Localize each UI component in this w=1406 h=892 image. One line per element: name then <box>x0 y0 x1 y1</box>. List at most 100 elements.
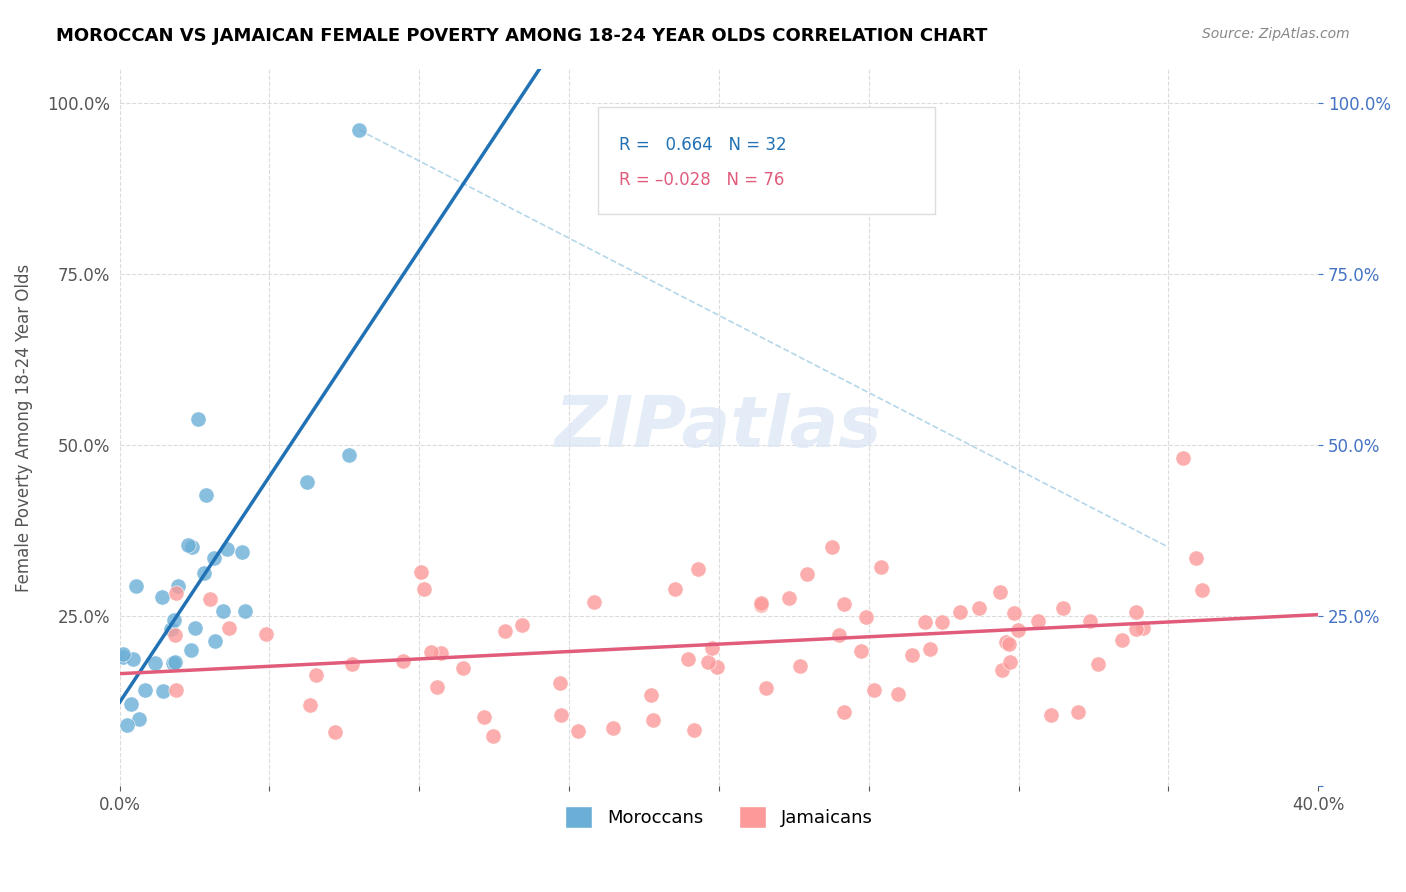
Point <box>640 688 662 702</box>
Point <box>1052 601 1074 615</box>
Point <box>1004 607 1026 621</box>
Point <box>167 579 190 593</box>
Point <box>1125 605 1147 619</box>
Legend: Moroccans, Jamaicans: Moroccans, Jamaicans <box>558 798 880 835</box>
Point <box>994 635 1017 649</box>
Point <box>299 698 322 712</box>
Point <box>184 621 207 635</box>
Point <box>202 551 225 566</box>
Point <box>165 682 187 697</box>
Point <box>150 590 173 604</box>
Point <box>494 624 516 639</box>
Point <box>231 545 253 559</box>
Point <box>426 680 449 694</box>
Point <box>413 582 436 597</box>
Point <box>548 676 571 690</box>
Point <box>1067 706 1090 720</box>
Point <box>180 643 202 657</box>
Point <box>195 488 218 502</box>
Point <box>215 542 238 557</box>
Point <box>134 682 156 697</box>
Point <box>1026 614 1049 628</box>
Point <box>305 668 328 682</box>
Point <box>180 540 202 554</box>
Text: ZIPatlas: ZIPatlas <box>555 393 883 462</box>
Point <box>697 655 720 669</box>
Point <box>200 592 222 607</box>
Point <box>510 618 533 632</box>
Point <box>855 610 877 624</box>
Point <box>325 725 347 739</box>
Point <box>849 644 872 658</box>
Point <box>254 627 277 641</box>
Point <box>1173 451 1195 466</box>
Point <box>789 658 811 673</box>
Point <box>162 613 184 627</box>
Point <box>193 566 215 580</box>
Point <box>128 712 150 726</box>
Point <box>832 706 855 720</box>
Point <box>111 650 134 665</box>
Text: R = –0.028   N = 76: R = –0.028 N = 76 <box>619 171 785 189</box>
Point <box>160 622 183 636</box>
Point <box>664 582 686 596</box>
Text: MOROCCAN VS JAMAICAN FEMALE POVERTY AMONG 18-24 YEAR OLDS CORRELATION CHART: MOROCCAN VS JAMAICAN FEMALE POVERTY AMON… <box>56 27 987 45</box>
Point <box>163 655 186 669</box>
Point <box>988 584 1011 599</box>
Point <box>949 605 972 619</box>
Point <box>409 565 432 579</box>
Point <box>481 729 503 743</box>
Point <box>204 634 226 648</box>
Text: Source: ZipAtlas.com: Source: ZipAtlas.com <box>1202 27 1350 41</box>
Point <box>1040 708 1063 723</box>
Point <box>233 605 256 619</box>
Point <box>863 682 886 697</box>
Point <box>163 628 186 642</box>
Point <box>165 586 187 600</box>
Point <box>998 655 1021 669</box>
Point <box>828 628 851 642</box>
Point <box>887 687 910 701</box>
Point <box>125 579 148 593</box>
Point <box>1191 583 1213 598</box>
Point <box>602 721 624 735</box>
Point <box>550 707 572 722</box>
Point <box>676 651 699 665</box>
Point <box>295 475 318 490</box>
Point <box>1132 621 1154 635</box>
Point <box>1111 632 1133 647</box>
Point <box>700 641 723 656</box>
Point <box>582 595 605 609</box>
Point <box>967 601 990 615</box>
Point <box>755 681 778 695</box>
Point <box>218 622 240 636</box>
Point <box>187 411 209 425</box>
Point <box>749 599 772 613</box>
Point <box>686 562 709 576</box>
Point <box>472 710 495 724</box>
Point <box>1078 614 1101 628</box>
Point <box>1185 550 1208 565</box>
Y-axis label: Female Poverty Among 18-24 Year Olds: Female Poverty Among 18-24 Year Olds <box>15 263 32 591</box>
Point <box>641 714 664 728</box>
Point <box>778 591 800 606</box>
Point <box>901 648 924 662</box>
Point <box>1087 657 1109 671</box>
Point <box>429 646 451 660</box>
Point <box>115 718 138 732</box>
Point <box>451 661 474 675</box>
Point <box>706 660 728 674</box>
Point <box>177 538 200 552</box>
Point <box>1125 622 1147 636</box>
Point <box>832 597 855 611</box>
Point <box>212 604 235 618</box>
Point <box>796 567 818 582</box>
Point <box>931 615 953 629</box>
Point <box>162 656 184 670</box>
Point <box>567 723 589 738</box>
Point <box>821 540 844 554</box>
Point <box>914 615 936 630</box>
Point <box>419 645 441 659</box>
Point <box>349 123 371 137</box>
Point <box>152 684 174 698</box>
